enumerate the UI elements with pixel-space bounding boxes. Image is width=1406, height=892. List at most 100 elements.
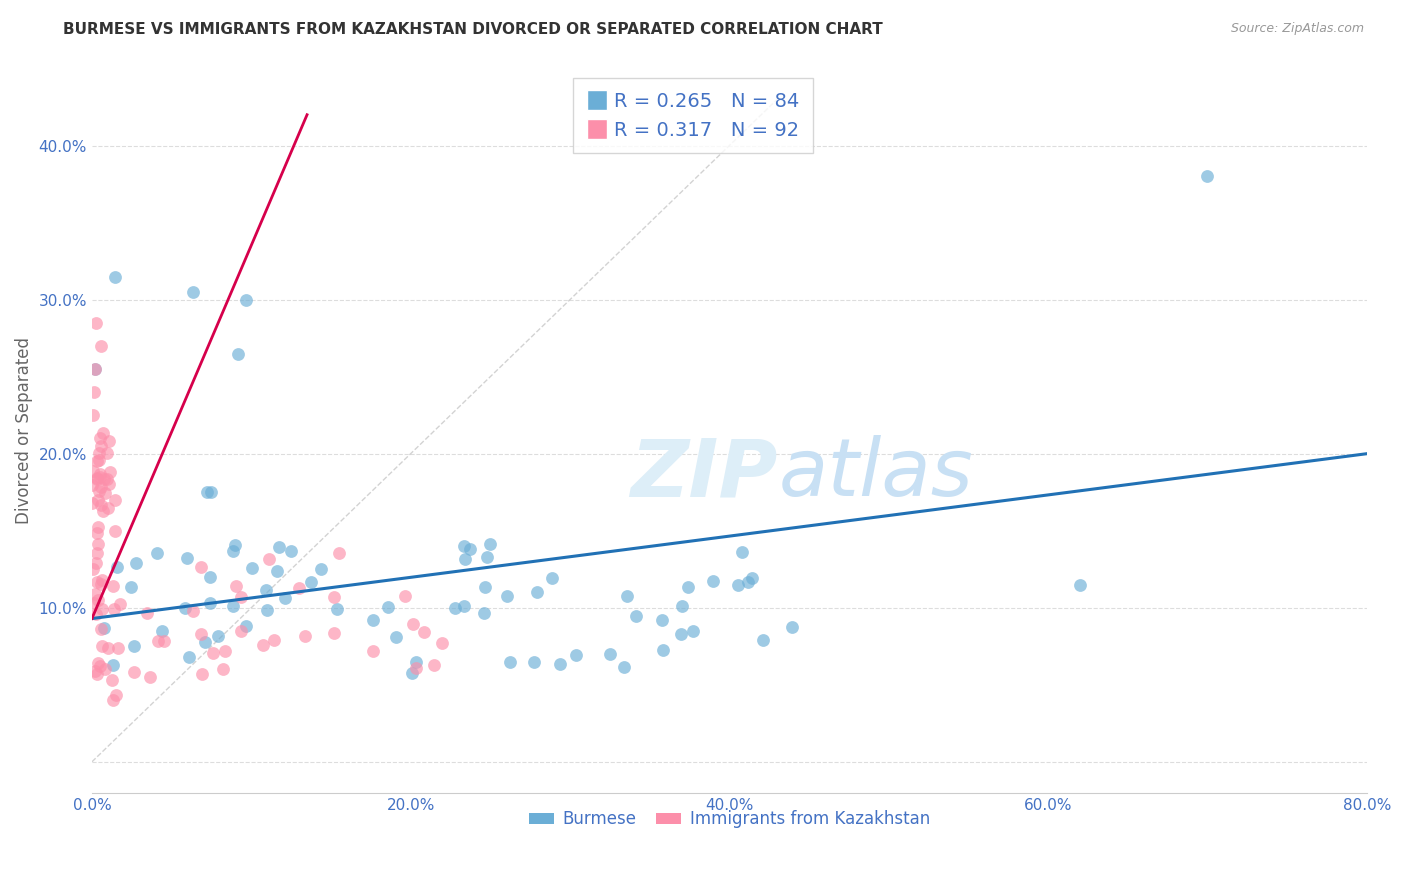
Point xyxy=(97,477,120,491)
Point xyxy=(212,662,235,676)
Point xyxy=(523,655,546,669)
Point xyxy=(96,445,118,459)
Point xyxy=(104,524,127,538)
Point xyxy=(145,545,167,559)
Point xyxy=(87,656,110,670)
Text: BURMESE VS IMMIGRANTS FROM KAZAKHSTAN DIVORCED OR SEPARATED CORRELATION CHART: BURMESE VS IMMIGRANTS FROM KAZAKHSTAN DI… xyxy=(63,22,883,37)
Point xyxy=(89,470,111,484)
Point xyxy=(86,316,108,330)
Point xyxy=(190,627,212,641)
Point xyxy=(453,539,475,553)
Point xyxy=(405,655,427,669)
Point xyxy=(194,635,217,649)
Point xyxy=(207,629,229,643)
Point xyxy=(94,486,117,500)
Point xyxy=(727,577,749,591)
Point xyxy=(83,385,105,400)
Point xyxy=(752,633,775,648)
Point xyxy=(153,634,176,648)
Point xyxy=(90,339,112,353)
Point xyxy=(138,670,160,684)
Point xyxy=(86,493,108,508)
Point xyxy=(267,540,290,554)
Point xyxy=(198,596,221,610)
Point xyxy=(101,673,124,687)
Text: Source: ZipAtlas.com: Source: ZipAtlas.com xyxy=(1230,22,1364,36)
Point xyxy=(200,485,222,500)
Point xyxy=(121,580,143,594)
Point xyxy=(125,556,148,570)
Point xyxy=(91,426,114,441)
Point xyxy=(82,562,104,576)
Point xyxy=(181,285,204,299)
Point xyxy=(1069,577,1091,591)
Legend: Burmese, Immigrants from Kazakhstan: Burmese, Immigrants from Kazakhstan xyxy=(522,804,936,835)
Point xyxy=(671,599,693,613)
Point xyxy=(87,592,110,607)
Point xyxy=(97,434,120,448)
Point xyxy=(222,544,245,558)
Point xyxy=(479,537,502,551)
Point xyxy=(90,480,112,494)
Point xyxy=(252,638,274,652)
Point xyxy=(103,269,125,284)
Point xyxy=(89,467,111,481)
Point xyxy=(263,633,285,648)
Point xyxy=(526,585,548,599)
Point xyxy=(82,477,104,491)
Point xyxy=(96,500,118,515)
Point xyxy=(477,549,499,564)
Point xyxy=(198,570,221,584)
Point xyxy=(84,607,107,621)
Point xyxy=(87,445,110,459)
Point xyxy=(613,660,636,674)
Point xyxy=(224,538,246,552)
Point xyxy=(90,573,112,587)
Point xyxy=(377,600,399,615)
Point xyxy=(496,590,519,604)
Point xyxy=(225,579,247,593)
Point xyxy=(84,556,107,570)
Point xyxy=(82,496,104,510)
Text: ZIP: ZIP xyxy=(630,435,778,513)
Point xyxy=(394,589,416,603)
Point xyxy=(322,626,344,640)
Point xyxy=(288,581,311,595)
Point xyxy=(256,583,278,598)
Point xyxy=(93,662,115,676)
Point xyxy=(101,693,124,707)
Point xyxy=(325,602,347,616)
Point xyxy=(384,630,406,644)
Point xyxy=(423,658,446,673)
Point xyxy=(93,621,115,635)
Point xyxy=(195,485,218,500)
Point xyxy=(110,597,132,611)
Point xyxy=(474,580,496,594)
Point xyxy=(86,454,108,468)
Point xyxy=(682,624,704,638)
Point xyxy=(86,472,108,486)
Point xyxy=(104,493,127,508)
Point xyxy=(90,439,112,453)
Point xyxy=(226,346,249,360)
Point xyxy=(299,575,322,590)
Point xyxy=(413,624,436,639)
Point xyxy=(122,665,145,679)
Point xyxy=(472,606,495,620)
Point xyxy=(731,545,754,559)
Point xyxy=(91,639,114,653)
Point xyxy=(87,520,110,534)
Point xyxy=(432,636,454,650)
Point xyxy=(86,575,108,590)
Point xyxy=(294,629,316,643)
Point xyxy=(86,471,108,485)
Point xyxy=(84,587,107,601)
Point xyxy=(190,560,212,574)
Point xyxy=(107,640,129,655)
Point xyxy=(146,633,169,648)
Point xyxy=(280,544,302,558)
Text: atlas: atlas xyxy=(779,435,973,513)
Point xyxy=(89,484,111,499)
Point xyxy=(89,658,111,673)
Point xyxy=(82,464,104,478)
